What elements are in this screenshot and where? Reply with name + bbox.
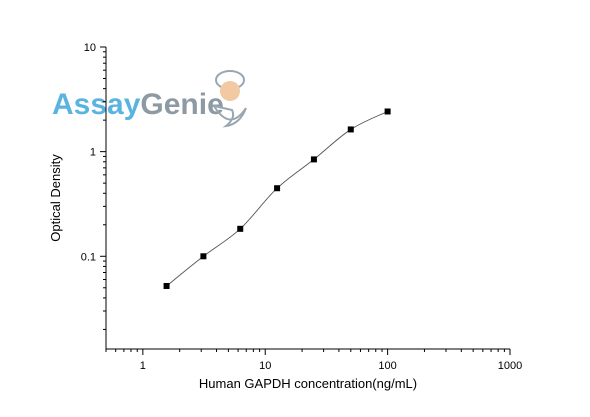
y-tick-label: 10 <box>84 42 96 54</box>
y-tick-label: 0.1 <box>81 251 96 263</box>
data-point <box>274 185 281 192</box>
data-point <box>237 225 244 232</box>
genie-icon <box>211 70 247 128</box>
axes: 1 10 100 1000 0.1 1 10 <box>81 42 523 372</box>
svg-text:AssayGenie: AssayGenie <box>52 88 224 121</box>
data-point <box>384 108 391 115</box>
x-axis-label: Human GAPDH concentration(ng/mL) <box>199 376 417 391</box>
x-tick-label: 1000 <box>498 360 522 372</box>
logo: AssayGenie <box>52 70 247 128</box>
data-marks <box>163 108 391 289</box>
logo-text-genie: Genie <box>140 88 223 121</box>
y-axis-label: Optical Density <box>48 154 63 242</box>
x-tick-label: 100 <box>378 360 396 372</box>
x-tick-label: 10 <box>259 360 271 372</box>
data-point <box>163 282 170 289</box>
data-point <box>347 126 354 133</box>
logo-text-assay: Assay <box>52 88 141 121</box>
data-point <box>200 253 207 260</box>
data-point <box>310 156 317 163</box>
y-tick-label: 1 <box>90 147 96 159</box>
fit-curve-line <box>166 111 388 287</box>
x-tick-label: 1 <box>140 360 146 372</box>
